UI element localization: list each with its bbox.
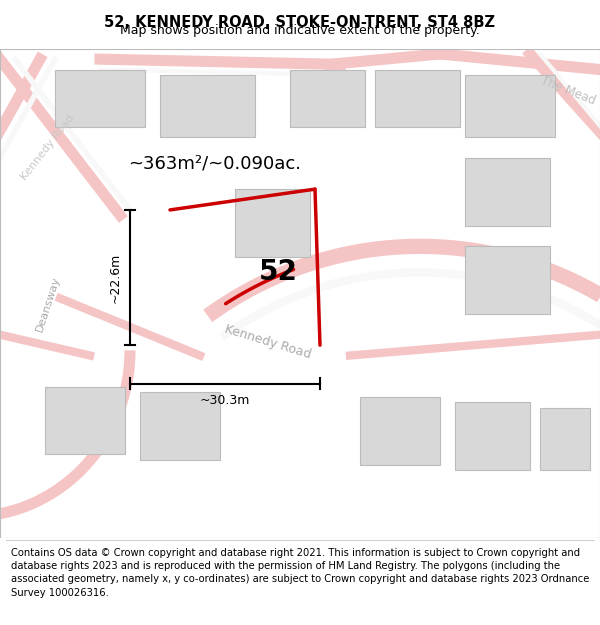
Text: 52: 52 [259,258,298,286]
Text: ~30.3m: ~30.3m [200,394,250,407]
Text: The Mead: The Mead [539,74,597,108]
Text: Kennedy Road: Kennedy Road [223,322,313,361]
Bar [465,158,550,226]
Bar [55,69,145,127]
Text: Kennedy Road: Kennedy Road [19,113,77,182]
Text: Contains OS data © Crown copyright and database right 2021. This information is : Contains OS data © Crown copyright and d… [11,548,589,598]
Text: Map shows position and indicative extent of the property.: Map shows position and indicative extent… [120,24,480,36]
Text: ~22.6m: ~22.6m [109,253,122,302]
Bar [360,397,440,465]
Bar [540,408,590,470]
Bar [455,402,530,470]
Bar [45,387,125,454]
Bar [235,189,310,257]
Bar [140,392,220,459]
Bar [465,75,555,137]
Text: Deansway: Deansway [34,274,62,332]
Text: ~363m²/~0.090ac.: ~363m²/~0.090ac. [128,154,302,172]
Bar [160,75,255,137]
Text: 52, KENNEDY ROAD, STOKE-ON-TRENT, ST4 8BZ: 52, KENNEDY ROAD, STOKE-ON-TRENT, ST4 8B… [104,14,496,29]
Bar [290,69,365,127]
Bar [465,246,550,314]
Bar [375,69,460,127]
